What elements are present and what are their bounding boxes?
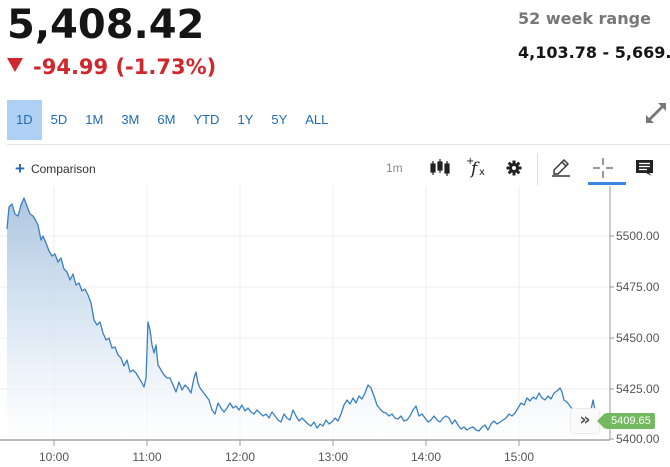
toolbar-separator	[537, 153, 538, 185]
scroll-to-latest-button[interactable]: »	[570, 408, 600, 434]
range-tabs: 1D 5D 1M 3M 6M YTD 1Y 5Y ALL	[7, 100, 337, 140]
y-tick-label: 5450.00	[616, 331, 660, 345]
index-price: 5,408.42	[7, 2, 205, 48]
x-tick-label: 12:00	[225, 450, 255, 464]
last-price-marker: 5409.65	[597, 413, 655, 429]
price-change-value: -94.99 (-1.73%)	[33, 55, 217, 79]
tab-1d[interactable]: 1D	[7, 100, 42, 140]
svg-text:x: x	[479, 167, 485, 178]
expand-chart-icon[interactable]	[644, 101, 668, 125]
y-axis-labels: 5400.00 5425.00 5450.00 5475.00 5500.00	[616, 229, 660, 446]
plus-icon: +	[15, 159, 25, 178]
tab-all[interactable]: ALL	[305, 112, 329, 127]
price-chart[interactable]: 10:00 11:00 12:00 13:00 14:00 15:00 5400…	[0, 186, 670, 467]
52-week-range-label: 52 week range	[518, 9, 651, 28]
price-area	[7, 198, 602, 440]
tab-6m[interactable]: 6M	[157, 112, 176, 127]
y-tick-label: 5475.00	[616, 280, 660, 294]
down-triangle-icon	[7, 58, 23, 72]
comparison-label: Comparison	[30, 162, 96, 176]
x-tick-label: 15:00	[504, 450, 534, 464]
function-icon[interactable]: + f x	[465, 156, 489, 180]
pencil-icon[interactable]	[549, 156, 573, 180]
tab-5y[interactable]: 5Y	[271, 112, 288, 127]
y-tick-label: 5400.00	[616, 432, 660, 446]
tab-1y[interactable]: 1Y	[237, 112, 254, 127]
comment-icon[interactable]	[633, 156, 657, 180]
candlestick-icon[interactable]	[428, 156, 452, 180]
tab-3m[interactable]: 3M	[121, 112, 140, 127]
gear-icon[interactable]	[502, 156, 526, 180]
svg-text:f: f	[469, 159, 480, 179]
svg-text:+: +	[466, 156, 474, 167]
divider	[7, 144, 670, 145]
active-tool-indicator	[588, 182, 626, 185]
price-change: -94.99 (-1.73%)	[7, 55, 216, 79]
x-tick-label: 10:00	[39, 450, 69, 464]
crosshair-icon[interactable]	[591, 156, 615, 180]
x-tick-label: 13:00	[318, 450, 348, 464]
tab-5d[interactable]: 5D	[50, 112, 68, 127]
x-axis-labels: 10:00 11:00 12:00 13:00 14:00 15:00	[39, 450, 534, 464]
tab-ytd[interactable]: YTD	[193, 112, 220, 127]
interval-selector[interactable]: 1m	[386, 161, 403, 175]
x-tick-label: 11:00	[132, 450, 161, 464]
x-tick-label: 14:00	[411, 450, 441, 464]
tab-1m[interactable]: 1M	[85, 112, 104, 127]
y-tick-label: 5425.00	[616, 382, 660, 396]
price-line	[6, 197, 602, 432]
y-tick-label: 5500.00	[616, 229, 660, 243]
comparison-button[interactable]: + Comparison	[15, 159, 96, 178]
52-week-range-value: 4,103.78 - 5,669.67	[518, 43, 670, 62]
